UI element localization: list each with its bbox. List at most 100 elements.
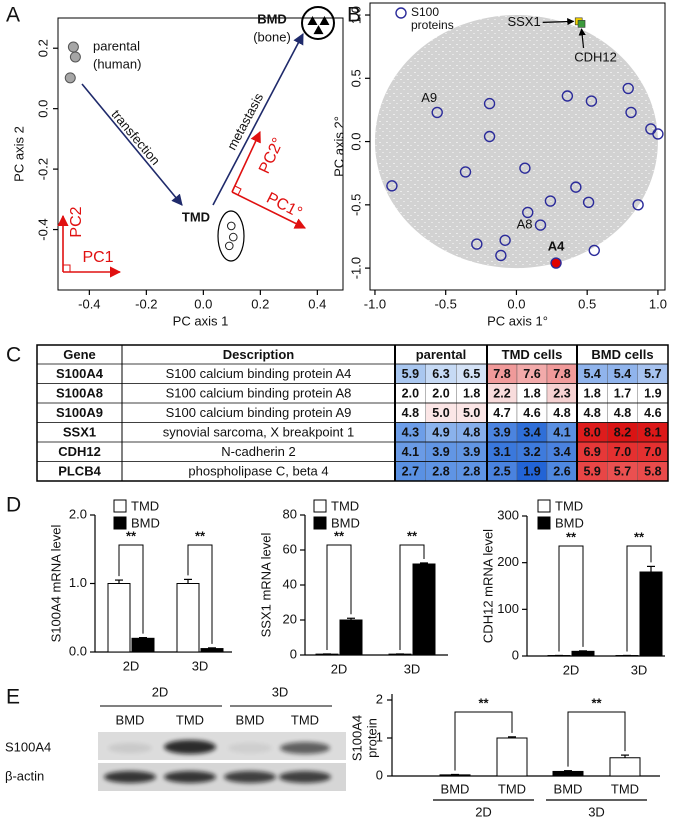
y-tick-label: 0.0 [69,643,87,658]
x-tick-label: 2D [331,661,348,676]
x-tick-label: 0.0 [194,296,212,311]
x-tick-label: 2D [563,662,580,677]
table-header: BMD cells [591,347,653,362]
legend-swatch [314,500,326,512]
bmd-circle [302,7,334,39]
y-tick-label: 2.0 [69,506,87,521]
table-value: 4.8 [553,406,570,420]
table-value: 2.5 [493,465,510,479]
y-axis-label: protein [364,718,379,758]
significance-label: ** [407,528,418,543]
arrow [213,34,303,205]
error-bar [139,638,147,639]
table-header: parental [416,347,467,362]
x-tick-label: -0.2 [135,296,157,311]
series-label: A4 [548,238,565,253]
series-label: BMD [257,11,287,26]
gene-description: S100 calcium binding protein A9 [166,405,352,420]
legend-label: TMD [131,498,159,513]
error-bar [208,648,216,649]
bar [553,771,583,776]
lane-label: TMD [176,712,204,727]
annotation: A8 [517,217,533,232]
significance-label: ** [195,528,206,543]
table-value: 2.8 [432,465,449,479]
blot-band [104,771,156,783]
y-tick-label: 0.5 [348,69,363,87]
group-label: 2D [152,684,169,699]
gene-description: S100 calcium binding protein A8 [166,386,352,401]
x-tick-label: -1.0 [364,296,386,311]
table-value: 3.9 [493,426,510,440]
table-value: 2.3 [553,387,570,401]
table-value: 8.2 [614,426,631,440]
y-tick-label: 0.2 [35,39,50,57]
table-value: 4.8 [402,406,419,420]
x-tick-label: TMD [498,781,526,796]
legend-label-box: S100 proteins [411,6,457,36]
x-tick-label: TMD [611,781,639,796]
error-bar [115,580,123,583]
group-label: 2D [475,804,492,819]
bar [497,738,527,776]
table-value: 4.9 [432,426,449,440]
point [578,20,585,27]
table-value: 6.5 [463,367,480,381]
legend-swatch [114,500,126,512]
significance-label: ** [478,695,489,710]
group-label: 3D [588,804,605,819]
series-label: parental [93,38,140,53]
table-value: 1.7 [614,387,631,401]
table-value: 5.4 [614,367,631,381]
y-tick-label: 2 [376,691,383,706]
blot-band [224,771,276,783]
annotation: (bone) [253,29,291,44]
significance-label: ** [126,528,137,543]
legend-label: BMD [555,515,584,530]
lane-label: BMD [236,712,265,727]
table-value: 4.6 [523,406,540,420]
series-label: SSX1 [507,14,540,29]
table-value: 6.9 [583,445,600,459]
gene-name: S100A8 [56,386,103,401]
legend-swatch [114,517,126,529]
table-value: 4.8 [583,406,600,420]
panel-label: D [6,494,21,517]
table-value: 7.0 [644,445,661,459]
bar [413,564,435,655]
blot-band [108,743,152,753]
y-tick-label: 0 [290,646,297,661]
gene-description: synovial sarcoma, X breakpoint 1 [163,425,354,440]
table-value: 2.0 [402,387,419,401]
y-tick-label: 0 [376,767,383,782]
table-value: 1.8 [583,387,600,401]
panel-label: A [6,4,20,27]
table-value: 5.0 [463,406,480,420]
table-value: 4.6 [644,406,661,420]
table-value: 6.3 [432,367,449,381]
x-tick-label: 0.2 [251,296,269,311]
legend-label: BMD [331,515,360,530]
y-tick-label: 20 [283,611,297,626]
table-value: 2.2 [493,387,510,401]
significance-label: ** [634,529,645,544]
x-tick-label: BMD [441,781,470,796]
table-header: Gene [63,347,96,362]
table-value: 5.9 [583,465,600,479]
table-value: 7.8 [493,367,510,381]
row-label: β-actin [5,768,44,783]
x-tick-label: -0.5 [434,296,456,311]
blot-band [280,742,330,754]
y-tick-label: 0.0 [348,133,363,151]
x-axis-label: PC axis 1 [173,313,229,328]
point [313,25,323,34]
y-axis-label: CDH12 mRNA level [480,529,495,643]
table-value: 1.9 [523,465,540,479]
x-tick-label: 3D [404,661,421,676]
y-axis-label: S100A4 mRNA level [48,524,63,642]
point [308,16,318,25]
table-value: 4.8 [614,406,631,420]
table-value: 1.9 [644,387,661,401]
legend-swatch [538,517,550,529]
